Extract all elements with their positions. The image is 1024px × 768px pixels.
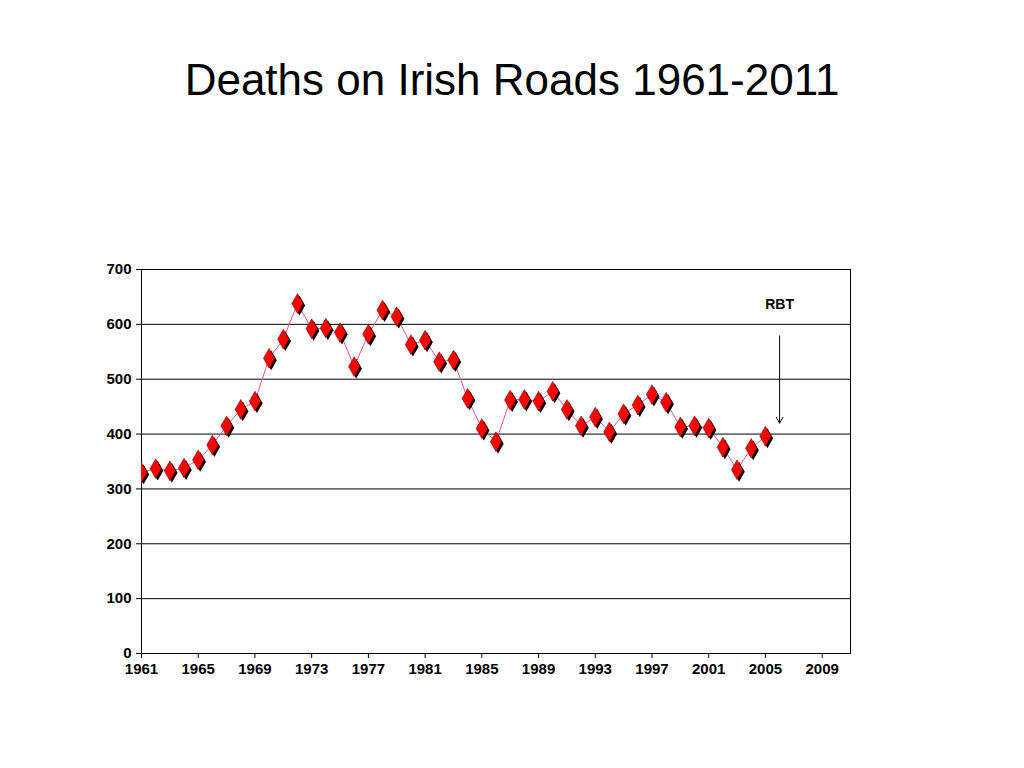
html-text:Deaths on Irish Roads 1961-201: Deaths on Irish Roads 1961-2011	[184, 55, 840, 104]
svg-text:1997: 1997	[635, 660, 668, 677]
svg-text:1973: 1973	[295, 660, 328, 677]
svg-text:1993: 1993	[579, 660, 612, 677]
svg-text:2009: 2009	[805, 660, 838, 677]
svg-text:2005: 2005	[749, 660, 782, 677]
svg-text:700: 700	[106, 260, 131, 277]
svg-text:500: 500	[106, 370, 131, 387]
svg-text:1985: 1985	[465, 660, 498, 677]
svg-text:300: 300	[106, 480, 131, 497]
svg-text:100: 100	[106, 589, 131, 606]
svg-text:1977: 1977	[352, 660, 385, 677]
svg-text:1961: 1961	[125, 660, 158, 677]
svg-text:0: 0	[123, 644, 131, 661]
svg-text:1981: 1981	[408, 660, 441, 677]
svg-text:2001: 2001	[692, 660, 725, 677]
svg-text:1989: 1989	[522, 660, 555, 677]
svg-text:1965: 1965	[182, 660, 215, 677]
svg-text:RBT: RBT	[765, 296, 794, 312]
svg-text:200: 200	[106, 535, 131, 552]
svg-text:400: 400	[106, 425, 131, 442]
svg-text:600: 600	[106, 315, 131, 332]
svg-text:1969: 1969	[238, 660, 271, 677]
